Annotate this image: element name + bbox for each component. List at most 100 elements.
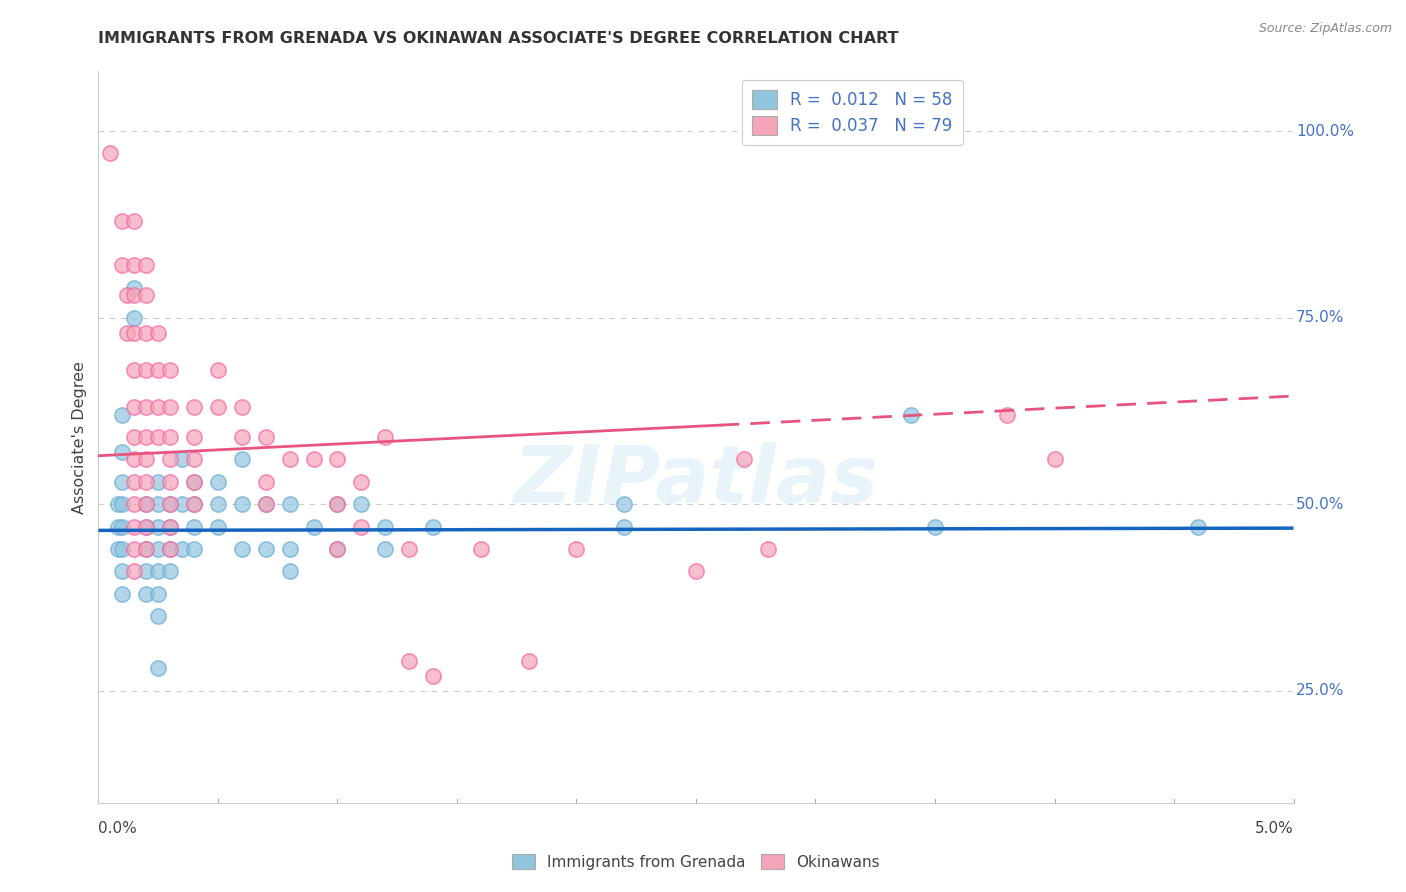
Point — [350, 497, 373, 511]
Text: IMMIGRANTS FROM GRENADA VS OKINAWAN ASSOCIATE'S DEGREE CORRELATION CHART: IMMIGRANTS FROM GRENADA VS OKINAWAN ASSO… — [98, 31, 898, 46]
Text: 100.0%: 100.0% — [1296, 124, 1354, 138]
Point — [254, 542, 277, 557]
Point — [374, 542, 396, 557]
Legend: Immigrants from Grenada, Okinawans: Immigrants from Grenada, Okinawans — [506, 847, 886, 876]
Point — [124, 475, 146, 489]
Point — [135, 326, 157, 340]
Point — [135, 519, 157, 533]
Text: 25.0%: 25.0% — [1296, 683, 1344, 698]
Point — [148, 587, 170, 601]
Point — [124, 288, 146, 302]
Point — [159, 430, 181, 444]
Point — [111, 408, 134, 422]
Point — [111, 542, 134, 557]
Point — [159, 475, 181, 489]
Point — [115, 326, 138, 340]
Point — [159, 363, 181, 377]
Point — [207, 363, 229, 377]
Text: 75.0%: 75.0% — [1296, 310, 1344, 326]
Point — [124, 363, 146, 377]
Text: 0.0%: 0.0% — [98, 822, 138, 837]
Point — [183, 475, 205, 489]
Point — [374, 430, 396, 444]
Point — [135, 288, 157, 302]
Point — [135, 452, 157, 467]
Point — [278, 542, 301, 557]
Point — [350, 475, 373, 489]
Point — [159, 542, 181, 557]
Point — [124, 497, 146, 511]
Point — [148, 609, 170, 624]
Point — [326, 542, 349, 557]
Point — [422, 669, 444, 683]
Point — [135, 430, 157, 444]
Point — [124, 430, 146, 444]
Point — [107, 497, 129, 511]
Point — [183, 542, 205, 557]
Point — [326, 452, 349, 467]
Point — [124, 326, 146, 340]
Point — [326, 497, 349, 511]
Point — [254, 430, 277, 444]
Point — [517, 654, 540, 668]
Point — [159, 497, 181, 511]
Point — [995, 408, 1018, 422]
Point — [124, 519, 146, 533]
Point — [231, 452, 253, 467]
Point — [613, 497, 636, 511]
Point — [422, 519, 444, 533]
Point — [115, 288, 138, 302]
Point — [124, 401, 146, 415]
Point — [159, 452, 181, 467]
Point — [470, 542, 492, 557]
Text: Source: ZipAtlas.com: Source: ZipAtlas.com — [1258, 22, 1392, 36]
Point — [254, 475, 277, 489]
Point — [231, 542, 253, 557]
Point — [148, 542, 170, 557]
Point — [613, 519, 636, 533]
Point — [350, 519, 373, 533]
Point — [135, 542, 157, 557]
Point — [135, 542, 157, 557]
Point — [398, 542, 420, 557]
Point — [326, 542, 349, 557]
Point — [111, 587, 134, 601]
Point — [124, 310, 146, 325]
Point — [159, 519, 181, 533]
Point — [302, 519, 325, 533]
Point — [159, 401, 181, 415]
Point — [111, 497, 134, 511]
Point — [183, 475, 205, 489]
Point — [756, 542, 779, 557]
Point — [231, 430, 253, 444]
Point — [254, 497, 277, 511]
Point — [135, 497, 157, 511]
Point — [183, 452, 205, 467]
Point — [207, 519, 229, 533]
Point — [111, 213, 134, 227]
Point — [207, 475, 229, 489]
Point — [124, 565, 146, 579]
Point — [98, 146, 122, 161]
Point — [398, 654, 420, 668]
Point — [135, 565, 157, 579]
Point — [1043, 452, 1066, 467]
Point — [183, 401, 205, 415]
Point — [254, 497, 277, 511]
Point — [148, 661, 170, 675]
Point — [135, 259, 157, 273]
Point — [135, 363, 157, 377]
Point — [148, 519, 170, 533]
Y-axis label: Associate's Degree: Associate's Degree — [72, 360, 87, 514]
Point — [107, 542, 129, 557]
Point — [148, 401, 170, 415]
Point — [159, 542, 181, 557]
Point — [685, 565, 707, 579]
Point — [172, 542, 194, 557]
Point — [124, 213, 146, 227]
Point — [183, 497, 205, 511]
Point — [183, 519, 205, 533]
Point — [124, 452, 146, 467]
Point — [733, 452, 755, 467]
Point — [111, 565, 134, 579]
